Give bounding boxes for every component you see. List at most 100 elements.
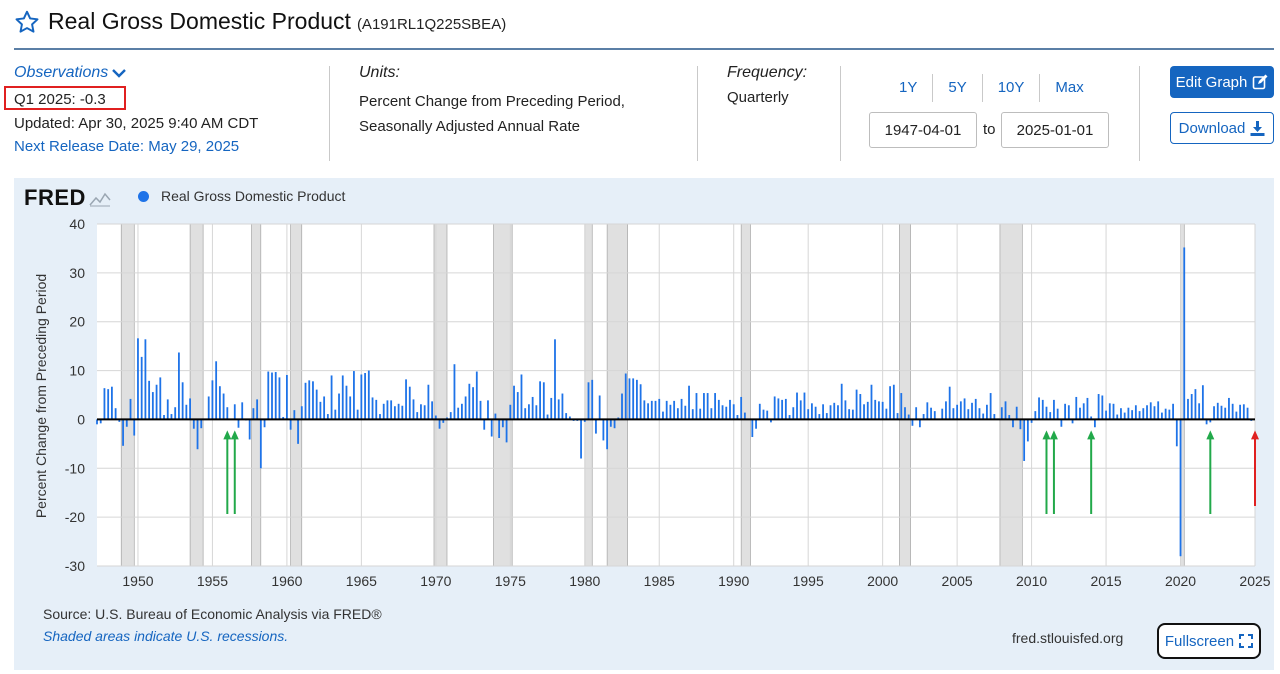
data-bar — [777, 398, 780, 420]
edit-graph-button[interactable]: Edit Graph — [1170, 66, 1274, 98]
data-bar — [844, 400, 847, 420]
data-bar — [1064, 403, 1067, 420]
range-10y-button[interactable]: 10Y — [983, 74, 1041, 102]
data-bar — [941, 408, 944, 420]
data-bar — [792, 407, 795, 420]
data-bar — [773, 396, 776, 420]
data-bar — [1123, 412, 1126, 420]
y-tick-label: 30 — [69, 265, 85, 281]
data-bar — [606, 419, 609, 450]
data-bar — [1228, 397, 1230, 420]
data-bar — [464, 396, 467, 420]
data-bar — [1034, 411, 1037, 420]
data-bar — [814, 406, 817, 420]
data-bar — [568, 416, 571, 420]
data-bar — [799, 400, 802, 420]
data-bar — [1198, 403, 1201, 420]
data-bar — [788, 415, 791, 420]
end-date-input[interactable]: 2025-01-01 — [1001, 112, 1109, 148]
data-bar — [449, 412, 452, 420]
data-bar — [1000, 407, 1003, 420]
data-bar — [784, 398, 787, 420]
data-bar — [479, 400, 482, 420]
data-bar — [1079, 407, 1081, 420]
data-bar — [639, 384, 642, 420]
data-bar — [1105, 410, 1107, 420]
range-max-button[interactable]: Max — [1055, 79, 1084, 96]
frequency-label: Frequency: — [727, 64, 808, 81]
data-bar — [1012, 419, 1014, 428]
data-bar — [874, 399, 877, 420]
data-bar — [595, 419, 597, 434]
data-bar — [1231, 403, 1234, 420]
chevron-down-icon — [112, 69, 127, 78]
fullscreen-button[interactable]: Fullscreen — [1157, 623, 1261, 659]
annotation-arrow-head — [1087, 430, 1096, 440]
data-bar — [319, 401, 322, 420]
download-label: Download — [1178, 119, 1246, 137]
data-bar — [1149, 402, 1152, 420]
source-note: Source: U.S. Bureau of Economic Analysis… — [43, 606, 382, 622]
data-bar — [1067, 405, 1070, 420]
observations-dropdown[interactable]: Observations — [14, 64, 127, 82]
data-bar — [878, 401, 880, 420]
range-1y-button[interactable]: 1Y — [884, 74, 934, 102]
data-bar — [1008, 415, 1011, 420]
data-bar — [468, 383, 471, 420]
range-5y-button[interactable]: 5Y — [933, 74, 983, 102]
data-bar — [353, 371, 355, 420]
x-tick-label: 1970 — [420, 573, 451, 589]
data-bar — [918, 419, 921, 428]
data-bar — [1049, 412, 1052, 420]
data-bar — [423, 405, 426, 420]
data-bar — [1205, 419, 1208, 425]
fred-url[interactable]: fred.stlouisfed.org — [1012, 630, 1124, 646]
data-bar — [371, 397, 374, 420]
data-bar — [218, 386, 221, 420]
units-line-2: Seasonally Adjusted Annual Rate — [359, 118, 580, 135]
data-bar — [706, 393, 709, 420]
y-tick-label: 0 — [77, 411, 85, 427]
chart-legend[interactable]: Real Gross Domestic Product — [138, 188, 345, 204]
page-header: Real Gross Domestic Product (A191RL1Q225… — [14, 8, 506, 35]
annotation-arrow-head — [1049, 430, 1058, 440]
data-bar — [684, 405, 687, 420]
data-bar — [520, 374, 523, 420]
data-bar — [118, 419, 121, 422]
fullscreen-label: Fullscreen — [1164, 632, 1235, 650]
annotation-arrow-head — [223, 430, 232, 440]
start-date-input[interactable]: 1947-04-01 — [869, 112, 977, 148]
data-bar — [721, 405, 724, 420]
latest-observation: Q1 2025: -0.3 — [4, 86, 126, 110]
data-bar — [1235, 411, 1238, 420]
data-bar — [114, 408, 117, 420]
data-bar — [762, 409, 765, 420]
x-tick-label: 1980 — [569, 573, 600, 589]
data-bar — [1172, 403, 1174, 420]
download-button[interactable]: Download — [1170, 112, 1274, 144]
star-icon[interactable] — [14, 9, 40, 35]
data-bar — [632, 378, 635, 420]
data-bar — [736, 415, 739, 420]
data-bar — [796, 392, 798, 420]
data-bar — [546, 414, 549, 420]
data-bar — [1153, 406, 1156, 420]
data-bar — [825, 413, 828, 420]
data-bar — [807, 409, 810, 420]
data-bar — [285, 374, 288, 420]
data-bar — [341, 375, 344, 420]
next-release-link[interactable]: Next Release Date: May 29, 2025 — [14, 138, 240, 155]
data-bar — [922, 414, 925, 420]
data-bar — [986, 404, 988, 420]
data-bar — [178, 352, 180, 420]
data-bar — [900, 393, 903, 420]
data-bar — [1187, 398, 1189, 420]
data-bar — [907, 414, 910, 420]
y-tick-label: -10 — [65, 460, 85, 476]
data-bar — [840, 383, 843, 420]
data-bar — [710, 408, 713, 420]
data-bar — [472, 387, 474, 420]
data-bar — [483, 419, 486, 430]
data-bar — [1224, 407, 1227, 420]
